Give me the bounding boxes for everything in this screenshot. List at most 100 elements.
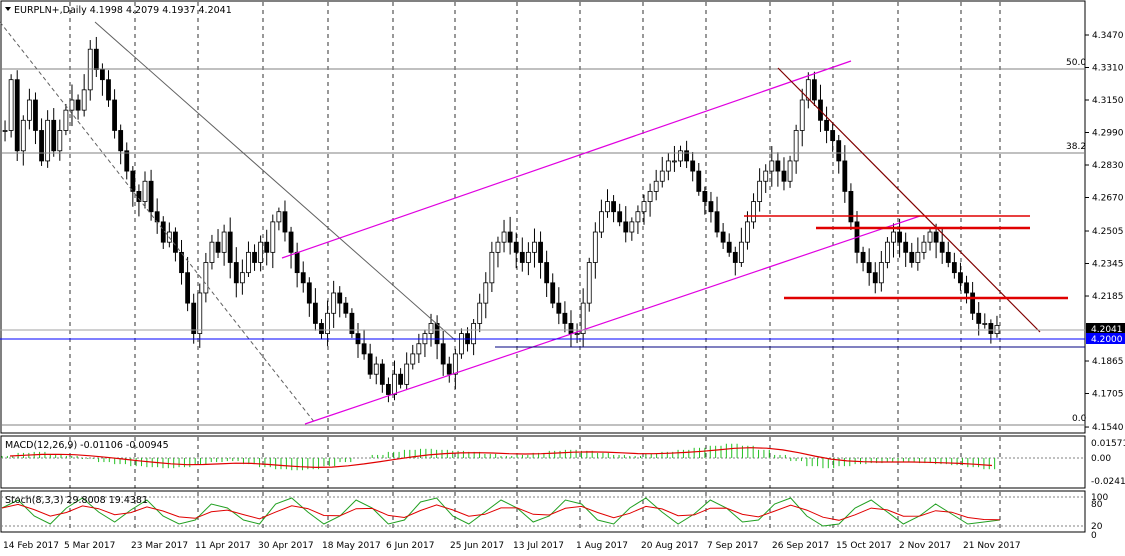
- fib-label-50: 50.0: [1066, 58, 1086, 68]
- candle-body: [696, 170, 702, 192]
- candle-body: [69, 99, 75, 111]
- channel-upper-line[interactable]: [281, 60, 852, 259]
- candle-body: [872, 272, 878, 284]
- fib-label-0: 0.0: [1072, 414, 1087, 424]
- candle-body: [878, 262, 884, 284]
- candle-body: [653, 180, 659, 192]
- candle-body: [106, 79, 111, 101]
- macd-signal-line: [9, 447, 993, 469]
- candle-body: [93, 48, 99, 70]
- candle-body: [282, 211, 288, 233]
- candle-body: [897, 231, 902, 243]
- candle-body: [459, 333, 464, 355]
- candle-body: [294, 251, 300, 274]
- macd-pane[interactable]: MACD(12,26,9) -0.01106 -0.00945 0.01571 …: [0, 435, 1125, 489]
- price-tick-label: 4.2345: [1092, 260, 1124, 270]
- price-tick-label: 4.1865: [1092, 357, 1124, 367]
- candle-body: [112, 99, 117, 131]
- downtrend-line-red[interactable]: [777, 67, 1041, 333]
- candle-body: [2, 130, 8, 132]
- time-label: 13 Jul 2017: [513, 541, 564, 551]
- candle-body: [124, 150, 130, 172]
- candle-body: [945, 251, 951, 263]
- candle-body: [787, 160, 793, 182]
- stoch-pane[interactable]: Stoch(8,3,3) 29.8008 19.4381 100 80 20 0: [0, 490, 1108, 541]
- time-label: 21 Nov 2017: [963, 541, 1021, 551]
- candle-body: [173, 231, 178, 253]
- price-pane-border: [0, 0, 1086, 434]
- candle-body: [191, 302, 197, 334]
- candle-body: [452, 353, 458, 375]
- fib-diagonal-dashed[interactable]: [0, 21, 316, 424]
- candle-body: [185, 272, 191, 304]
- candle-body: [702, 191, 708, 202]
- chart-header: EURPLN+,Daily 4.1998 4.2079 4.1937 4.204…: [5, 5, 232, 16]
- candle-body: [805, 79, 811, 101]
- candle-body: [130, 170, 136, 192]
- candle-body: [270, 221, 276, 253]
- candle-body: [392, 373, 397, 395]
- price-tick-label: 4.2990: [1092, 129, 1124, 139]
- candle-body: [623, 221, 629, 233]
- candle-body: [678, 150, 683, 162]
- channel-lower-line[interactable]: [304, 215, 921, 425]
- candle-body: [258, 241, 264, 263]
- downtrend-line-grey[interactable]: [94, 21, 456, 341]
- macd-pane-border: [0, 435, 1086, 489]
- price-tick-label: 4.2830: [1092, 161, 1124, 171]
- candle-body: [410, 353, 416, 365]
- candle-body: [538, 241, 543, 263]
- candle-body: [252, 251, 257, 263]
- candle-body: [349, 312, 355, 334]
- candle-body: [416, 343, 422, 355]
- price-pane[interactable]: 50.0 38.2 0.0: [0, 0, 1087, 532]
- candle-body: [8, 79, 14, 131]
- hline-price-label: 4.2000: [1091, 335, 1123, 345]
- candle-body: [136, 191, 142, 202]
- candle-body: [568, 323, 574, 334]
- candle-body: [617, 211, 623, 223]
- candle-body: [501, 231, 507, 243]
- candle-body: [361, 343, 367, 355]
- candle-body: [982, 323, 988, 325]
- candle-body: [45, 119, 51, 162]
- candle-body: [684, 150, 690, 162]
- candle-body: [495, 241, 501, 253]
- candle-body: [319, 323, 324, 334]
- candle-body: [440, 343, 446, 365]
- candle-body: [507, 231, 513, 243]
- price-tick-label: 4.2185: [1092, 292, 1124, 302]
- candle-body: [599, 211, 604, 233]
- candle-body: [866, 262, 872, 274]
- candle-body: [927, 231, 933, 243]
- candle-body: [824, 119, 829, 131]
- candle-body: [197, 292, 203, 334]
- price-tick-label: 4.1705: [1092, 390, 1124, 400]
- candle-body: [525, 251, 531, 263]
- candle-body: [379, 363, 385, 385]
- candle-body: [331, 292, 337, 314]
- candle-body: [562, 312, 568, 324]
- dropdown-triangle-icon[interactable]: [5, 7, 11, 11]
- candle-body: [605, 201, 610, 213]
- candle-body: [81, 89, 87, 111]
- candle-body: [921, 241, 927, 253]
- candle-body: [14, 79, 20, 152]
- candle-body: [848, 191, 854, 223]
- stoch-pane-border: [0, 490, 1086, 533]
- candle-body: [63, 109, 69, 131]
- candle-body: [580, 302, 586, 334]
- price-tick-label: 4.2505: [1092, 227, 1124, 237]
- candle-body: [337, 292, 343, 304]
- candle-body: [830, 130, 836, 142]
- candle-body: [20, 119, 26, 152]
- candle-body: [386, 383, 391, 395]
- candle-body: [933, 231, 939, 243]
- candle-body: [532, 241, 537, 253]
- time-label: 20 Aug 2017: [641, 541, 699, 551]
- candle-body: [781, 170, 787, 182]
- macd-label: MACD(12,26,9) -0.01106 -0.00945: [5, 440, 169, 451]
- candle-body: [769, 160, 775, 172]
- candle-body: [203, 262, 209, 294]
